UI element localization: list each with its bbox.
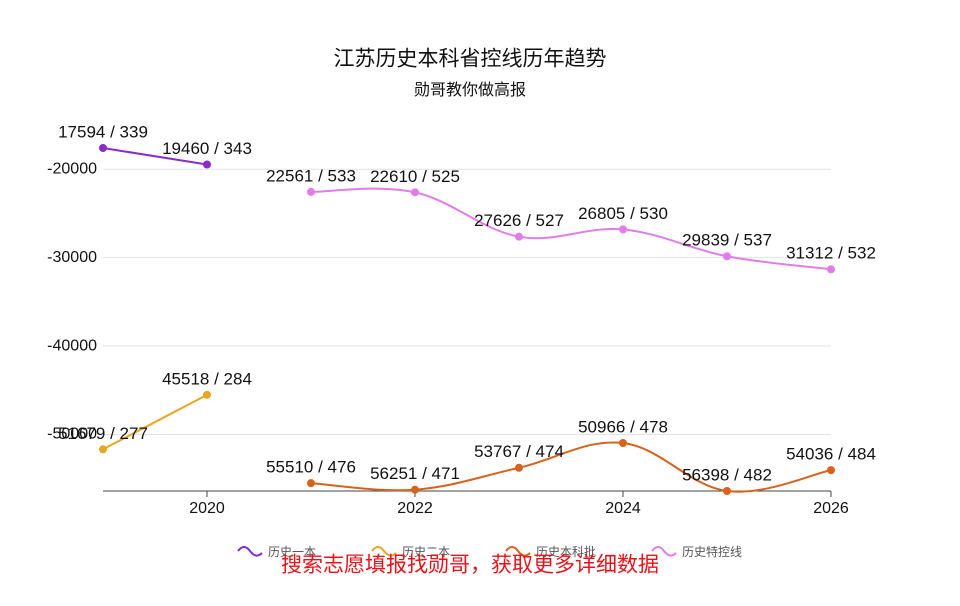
data-point	[723, 252, 731, 261]
y-tick-label: -50000	[47, 426, 97, 443]
data-label: 51679 / 277	[58, 424, 148, 443]
legend-icon	[505, 546, 531, 557]
data-label: 29839 / 537	[682, 231, 772, 250]
data-label: 19460 / 343	[162, 139, 252, 158]
legend-icon	[651, 546, 677, 557]
data-point	[99, 144, 107, 152]
data-point	[515, 232, 523, 241]
data-label: 50966 / 478	[578, 417, 668, 436]
legend-label: 历史特控线	[682, 544, 742, 559]
data-label: 55510 / 476	[266, 458, 356, 477]
y-tick-label: -40000	[47, 337, 97, 354]
legend-icon	[371, 546, 397, 557]
data-point	[99, 445, 107, 454]
x-tick-label: 2026	[813, 500, 849, 517]
data-label: 56398 / 482	[682, 465, 772, 484]
legend-label: 历史一本	[268, 545, 316, 559]
data-point	[411, 188, 419, 197]
data-label: 31312 / 532	[786, 244, 876, 263]
data-point	[619, 438, 627, 447]
data-point	[515, 463, 523, 472]
data-label: 45518 / 284	[162, 369, 252, 388]
series-line	[102, 147, 208, 166]
legend-icon	[237, 546, 263, 557]
series-line	[102, 393, 208, 451]
legend-label: 历史二本	[402, 545, 450, 559]
annotation: 搜索志愿填报找勋哥，获取更多详细数据	[281, 554, 659, 577]
data-point	[203, 160, 211, 169]
data-point	[723, 487, 731, 495]
data-point	[307, 187, 315, 196]
x-tick-label: 2022	[397, 500, 433, 517]
x-tick-label: 2024	[605, 500, 641, 517]
data-label: 22561 / 533	[266, 166, 356, 185]
data-label: 17594 / 339	[58, 122, 148, 141]
x-tick-label: 2020	[189, 500, 225, 517]
data-point	[827, 466, 835, 475]
data-label: 54036 / 484	[786, 445, 876, 464]
data-label: 56251 / 471	[370, 464, 460, 483]
data-label: 27626 / 527	[474, 211, 564, 230]
data-point	[827, 265, 835, 274]
y-tick-label: -20000	[47, 160, 97, 177]
data-label: 26805 / 530	[578, 204, 668, 223]
y-tick-label: -30000	[47, 249, 97, 266]
legend-label: 历史本科批	[536, 544, 596, 559]
chart-title: 江苏历史本科省控线历年趋势	[334, 48, 607, 71]
data-point	[411, 485, 419, 494]
data-label: 22610 / 525	[370, 167, 460, 186]
data-point	[619, 225, 627, 234]
series-line	[310, 441, 832, 493]
data-point	[203, 390, 211, 399]
series-line	[310, 187, 832, 271]
data-point	[307, 479, 315, 488]
chart-subtitle: 勋哥教你做高报	[414, 81, 526, 99]
data-label: 53767 / 474	[474, 442, 564, 461]
